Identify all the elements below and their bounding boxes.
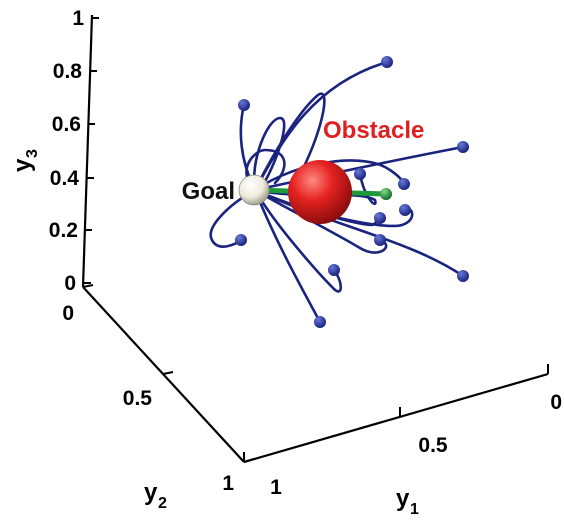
trajectory-line xyxy=(253,92,326,192)
y2-tick-label: 0.5 xyxy=(123,387,153,410)
trajectory-endpoint xyxy=(328,264,340,276)
trajectory-endpoint xyxy=(381,56,393,68)
direction-vector-tip xyxy=(380,188,392,200)
trajectory-line xyxy=(253,145,465,192)
y3-tick-label: 0 xyxy=(64,272,76,295)
y2-tick-mark xyxy=(243,458,255,463)
y3-tick-label: 0.8 xyxy=(53,60,83,83)
y2-tick-label: 0 xyxy=(62,302,74,325)
y2-ticks: 0 0.5 1 xyxy=(62,284,255,495)
y3-tick-label: 0.4 xyxy=(50,167,80,190)
trajectory-line xyxy=(253,188,388,254)
y3-axis-title: y 3 xyxy=(9,149,41,172)
y3-axis-label: y xyxy=(9,158,36,172)
y3-tick-label: 0.2 xyxy=(49,219,78,242)
y2-axis-title: y 2 xyxy=(144,479,167,512)
y1-ticks: 1 0.5 0 xyxy=(243,364,562,499)
y3-tick-label: 0.6 xyxy=(52,113,81,136)
trajectory-endpoint xyxy=(314,316,326,328)
trajectory-endpoint xyxy=(457,141,469,153)
y3-ticks: 1 0.8 0.6 0.4 0.2 0 xyxy=(49,7,99,295)
trajectory-line xyxy=(253,188,343,293)
obstacle-sphere xyxy=(288,160,352,224)
trajectory-line xyxy=(209,188,257,248)
y3-axis-subscript: 3 xyxy=(24,149,41,158)
y3-tick-label: 1 xyxy=(72,7,84,30)
y1-axis-line xyxy=(243,372,549,464)
trajectory-endpoint xyxy=(457,270,469,282)
trajectory-endpoint xyxy=(374,234,386,246)
y1-tick-label: 0 xyxy=(550,391,562,414)
trajectory-endpoint xyxy=(235,234,247,246)
y2-tick-mark xyxy=(162,371,174,375)
y1-axis-title: y 1 xyxy=(396,485,419,518)
y2-tick-mark xyxy=(82,284,94,288)
y1-tick-label: 1 xyxy=(270,476,282,499)
trajectory-endpoint xyxy=(399,204,411,216)
y1-axis-label: y xyxy=(396,485,410,512)
obstacle-label: Obstacle xyxy=(323,117,424,144)
trajectory-endpoint xyxy=(354,168,366,180)
trajectory-endpoint xyxy=(374,212,386,224)
trajectory-line xyxy=(253,188,322,324)
y1-tick-label: 0.5 xyxy=(418,434,448,457)
goal-label: Goal xyxy=(182,178,235,205)
y1-axis-subscript: 1 xyxy=(410,501,419,518)
y2-axis-subscript: 2 xyxy=(158,495,167,512)
trajectory-line xyxy=(245,148,286,192)
trajectory-endpoints xyxy=(235,56,469,328)
y2-axis-label: y xyxy=(144,479,158,506)
y2-tick-label: 1 xyxy=(222,472,234,495)
trajectory-line xyxy=(253,188,465,278)
y3-axis-line xyxy=(81,14,94,288)
trajectory-line xyxy=(252,116,286,192)
goal-sphere xyxy=(238,174,270,206)
trajectory-endpoint xyxy=(238,99,250,111)
trajectory-endpoint xyxy=(398,178,410,190)
